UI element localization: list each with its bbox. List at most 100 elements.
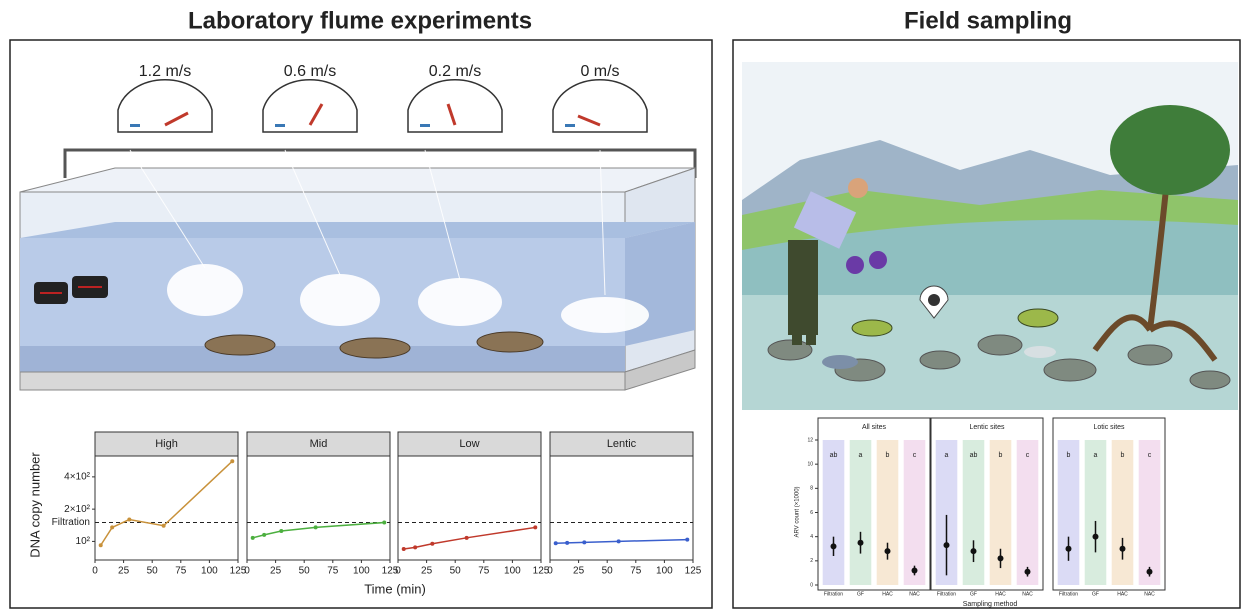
y-tick-label: 12 <box>807 437 813 443</box>
data-point <box>430 542 434 546</box>
y-tick-label: 6 <box>810 510 813 516</box>
x-tick-label: 75 <box>630 566 642 577</box>
x-tick-label: NAC <box>909 591 920 597</box>
flow-speed: 1.2 m/s <box>139 63 191 80</box>
significance-letter: c <box>913 452 917 459</box>
data-point <box>465 536 469 540</box>
panel-title: All sites <box>862 424 887 431</box>
flow-speed: 0.2 m/s <box>429 63 481 80</box>
method-band <box>1085 440 1107 585</box>
mean-point <box>885 548 891 554</box>
method-band <box>1112 440 1134 585</box>
mean-point <box>944 542 950 548</box>
x-tick-label: HAC <box>882 591 893 597</box>
data-point <box>582 540 586 544</box>
mean-point <box>1147 569 1153 575</box>
mean-point <box>912 568 918 574</box>
mean-point <box>1093 534 1099 540</box>
significance-letter: ab <box>830 452 838 459</box>
x-tick-label: 0 <box>547 566 553 577</box>
x-tick-label: 100 <box>201 566 218 577</box>
x-tick-label: 50 <box>299 566 311 577</box>
y-tick-label: 4 <box>810 534 813 540</box>
x-tick-label: GF <box>970 591 977 597</box>
data-point <box>402 547 406 551</box>
x-tick-label: Filtration <box>1059 591 1078 597</box>
mean-point <box>998 555 1004 561</box>
significance-letter: b <box>1121 452 1125 459</box>
x-tick-label: HAC <box>995 591 1006 597</box>
significance-letter: b <box>1067 452 1071 459</box>
significance-letter: c <box>1148 452 1152 459</box>
x-tick-label: NAC <box>1022 591 1033 597</box>
data-point <box>382 521 386 525</box>
method-band <box>1058 440 1080 585</box>
data-point <box>554 541 558 545</box>
x-tick-label: 50 <box>450 566 462 577</box>
x-tick-label: NAC <box>1144 591 1155 597</box>
left-title: Laboratory flume experiments <box>188 7 532 34</box>
x-tick-label: HAC <box>1117 591 1128 597</box>
data-point <box>110 525 114 529</box>
x-tick-label: 0 <box>395 566 401 577</box>
panel-title: Mid <box>310 438 328 450</box>
x-tick-label: 25 <box>421 566 433 577</box>
right-title: Field sampling <box>904 7 1072 34</box>
mean-point <box>1066 546 1072 552</box>
data-point <box>251 536 255 540</box>
data-point <box>279 529 283 533</box>
mean-point <box>971 548 977 554</box>
x-tick-label: 25 <box>573 566 585 577</box>
significance-letter: a <box>945 452 949 459</box>
method-band <box>963 440 985 585</box>
method-band <box>1017 440 1039 585</box>
mean-point <box>1120 546 1126 552</box>
x-tick-label: 0 <box>244 566 250 577</box>
data-point <box>262 533 266 537</box>
x-tick-label: 125 <box>685 566 702 577</box>
y-axis-label: DNA copy number <box>27 452 42 558</box>
data-point <box>230 459 234 463</box>
significance-letter: ab <box>970 452 978 459</box>
x-tick-label: 50 <box>602 566 614 577</box>
x-axis-label: Sampling method <box>963 601 1018 608</box>
x-tick-label: 100 <box>656 566 673 577</box>
plot-area <box>550 456 693 560</box>
x-axis-label: Time (min) <box>364 581 426 596</box>
data-point <box>162 524 166 528</box>
method-band <box>1139 440 1161 585</box>
method-band <box>877 440 899 585</box>
y-tick-label: 10² <box>76 536 91 547</box>
panel-title: Low <box>459 438 479 450</box>
significance-letter: b <box>999 452 1003 459</box>
flow-speed: 0 m/s <box>580 63 619 80</box>
data-point <box>685 538 689 542</box>
plot-area <box>398 456 541 560</box>
y-tick-label: 10 <box>807 461 813 467</box>
x-tick-label: 100 <box>353 566 370 577</box>
plot-area <box>247 456 390 560</box>
y-tick-label: 2×10² <box>64 504 91 515</box>
hline-label: Filtration <box>52 517 90 528</box>
data-point <box>127 518 131 522</box>
x-tick-label: 100 <box>504 566 521 577</box>
panel-title: High <box>155 438 178 450</box>
river-scene <box>742 62 1238 410</box>
significance-letter: a <box>859 452 863 459</box>
method-band <box>904 440 926 585</box>
data-point <box>99 543 103 547</box>
data-point <box>565 541 569 545</box>
x-tick-label: Filtration <box>824 591 843 597</box>
data-point <box>533 525 537 529</box>
data-point <box>314 525 318 529</box>
mean-point <box>858 540 864 546</box>
x-tick-label: Filtration <box>937 591 956 597</box>
data-point <box>617 539 621 543</box>
x-tick-label: 50 <box>147 566 159 577</box>
panel-title: Lentic <box>607 438 637 450</box>
x-tick-label: 75 <box>175 566 187 577</box>
mean-point <box>1025 569 1031 575</box>
panel-title: Lotic sites <box>1093 424 1125 431</box>
panel-title: Lentic sites <box>969 424 1005 431</box>
x-tick-label: GF <box>1092 591 1099 597</box>
